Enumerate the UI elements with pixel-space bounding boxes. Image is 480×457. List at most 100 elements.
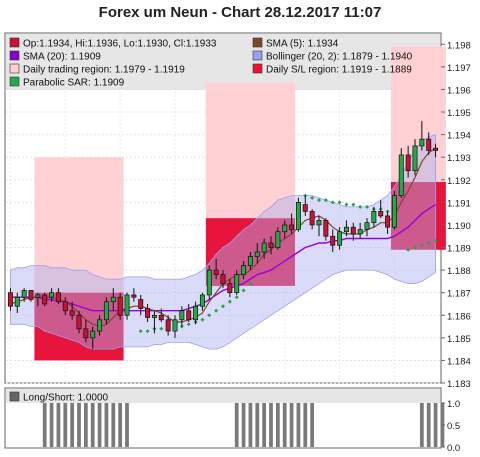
- candle-body: [302, 204, 308, 212]
- long-short-bar: [56, 403, 61, 447]
- long-short-bar: [118, 403, 123, 447]
- candle-body: [227, 283, 233, 294]
- legend-swatch: [9, 76, 20, 87]
- indicator-legend-label: Long/Short: 1.0000: [23, 393, 109, 404]
- y-tick-label: 1.188: [447, 266, 471, 277]
- legend-box: [6, 34, 440, 90]
- sar-point: [186, 322, 191, 327]
- y-tick-label: 1.194: [447, 131, 471, 142]
- candle-body: [275, 231, 281, 248]
- legend-label: Bollinger (20, 2): 1.1879 - 1.1940: [266, 52, 413, 63]
- candle-body: [110, 296, 116, 303]
- candle-body: [309, 211, 315, 226]
- candle-body: [405, 154, 411, 172]
- candle-body: [97, 319, 103, 332]
- candle-body: [124, 294, 130, 316]
- sar-point: [351, 202, 356, 207]
- candle-body: [35, 294, 41, 298]
- candle-body: [138, 299, 144, 309]
- candle-body: [186, 310, 192, 321]
- long-short-bar: [77, 403, 81, 447]
- long-short-bar: [255, 403, 260, 447]
- long-short-bar: [269, 403, 273, 447]
- candle-body: [337, 231, 343, 246]
- legend-swatch: [9, 63, 20, 74]
- legend: Op:1.1934, Hi:1.1936, Lo:1.1930, Cl:1.19…: [9, 37, 413, 89]
- long-short-bar: [104, 403, 109, 447]
- candle-body: [14, 296, 20, 307]
- candle-body: [151, 314, 157, 318]
- y-tick-label: 1.192: [447, 176, 471, 187]
- candle-body: [247, 256, 253, 266]
- candle-body: [316, 220, 322, 226]
- long-short-bar: [296, 403, 301, 447]
- y-tick-label: 1.187: [447, 289, 471, 300]
- candle-body: [378, 211, 384, 217]
- sar-point: [214, 308, 219, 313]
- candle-body: [350, 226, 356, 235]
- candle-body: [83, 328, 89, 339]
- candle-body: [220, 274, 226, 284]
- candle-body: [289, 224, 295, 230]
- sar-point: [426, 241, 431, 245]
- candle-body: [385, 215, 391, 228]
- sar-point: [234, 295, 239, 300]
- sar-point: [241, 288, 246, 293]
- indicator-legend-swatch: [9, 391, 20, 402]
- long-short-bar: [262, 403, 267, 447]
- candle-body: [199, 294, 205, 307]
- candle-body: [69, 310, 75, 316]
- candle-body: [193, 305, 199, 321]
- long-short-bar: [303, 403, 308, 447]
- long-short-bar: [433, 403, 438, 447]
- legend-label: Daily S/L region: 1.1919 - 1.1889: [266, 65, 412, 76]
- candle-body: [206, 269, 212, 296]
- candle-body: [323, 220, 329, 237]
- candle-body: [343, 226, 349, 233]
- candle-body: [234, 274, 240, 294]
- long-short-bar: [419, 403, 424, 447]
- long-short-bar: [63, 403, 68, 447]
- legend-label: SMA (20): 1.1909: [23, 52, 101, 63]
- sar-point: [200, 317, 205, 322]
- legend-label: Parabolic SAR: 1.1909: [23, 78, 125, 89]
- long-short-bar: [49, 403, 54, 447]
- indicator-y-tick-label: 0.5: [447, 421, 460, 432]
- sar-point: [365, 204, 369, 209]
- long-short-bar: [282, 403, 287, 447]
- indicator-y-tick-label: 0.0: [447, 443, 460, 454]
- sar-point: [337, 200, 342, 205]
- candle-body: [62, 301, 68, 312]
- candle-body: [295, 202, 301, 230]
- candlesticks: [7, 121, 439, 350]
- bollinger-band: [10, 134, 436, 350]
- long-short-bar: [70, 403, 75, 447]
- sar-point: [207, 313, 212, 318]
- sar-point: [433, 238, 438, 243]
- trading-region: [205, 82, 295, 219]
- y-tick-label: 1.185: [447, 334, 471, 345]
- y-tick-label: 1.183: [447, 379, 471, 390]
- candle-body: [21, 290, 27, 298]
- y-tick-label: 1.198: [447, 40, 471, 51]
- long-short-bar: [289, 403, 294, 447]
- candle-body: [213, 269, 219, 275]
- y-tick-label: 1.184: [447, 356, 471, 367]
- long-short-bars: Long/Short: 1.0000: [9, 391, 445, 447]
- candle-body: [371, 211, 377, 224]
- candle-body: [145, 308, 151, 318]
- candle-body: [55, 292, 61, 303]
- long-short-bar: [248, 403, 253, 447]
- candle-body: [419, 138, 425, 147]
- long-short-bar: [241, 403, 246, 447]
- y-tick-label: 1.186: [447, 311, 471, 322]
- candle-body: [117, 296, 123, 316]
- candle-body: [398, 154, 404, 196]
- sar-point: [310, 195, 315, 200]
- long-short-bar: [83, 403, 88, 447]
- y-tick-label: 1.193: [447, 153, 471, 164]
- long-short-bar: [111, 403, 116, 447]
- candle-body: [42, 294, 48, 305]
